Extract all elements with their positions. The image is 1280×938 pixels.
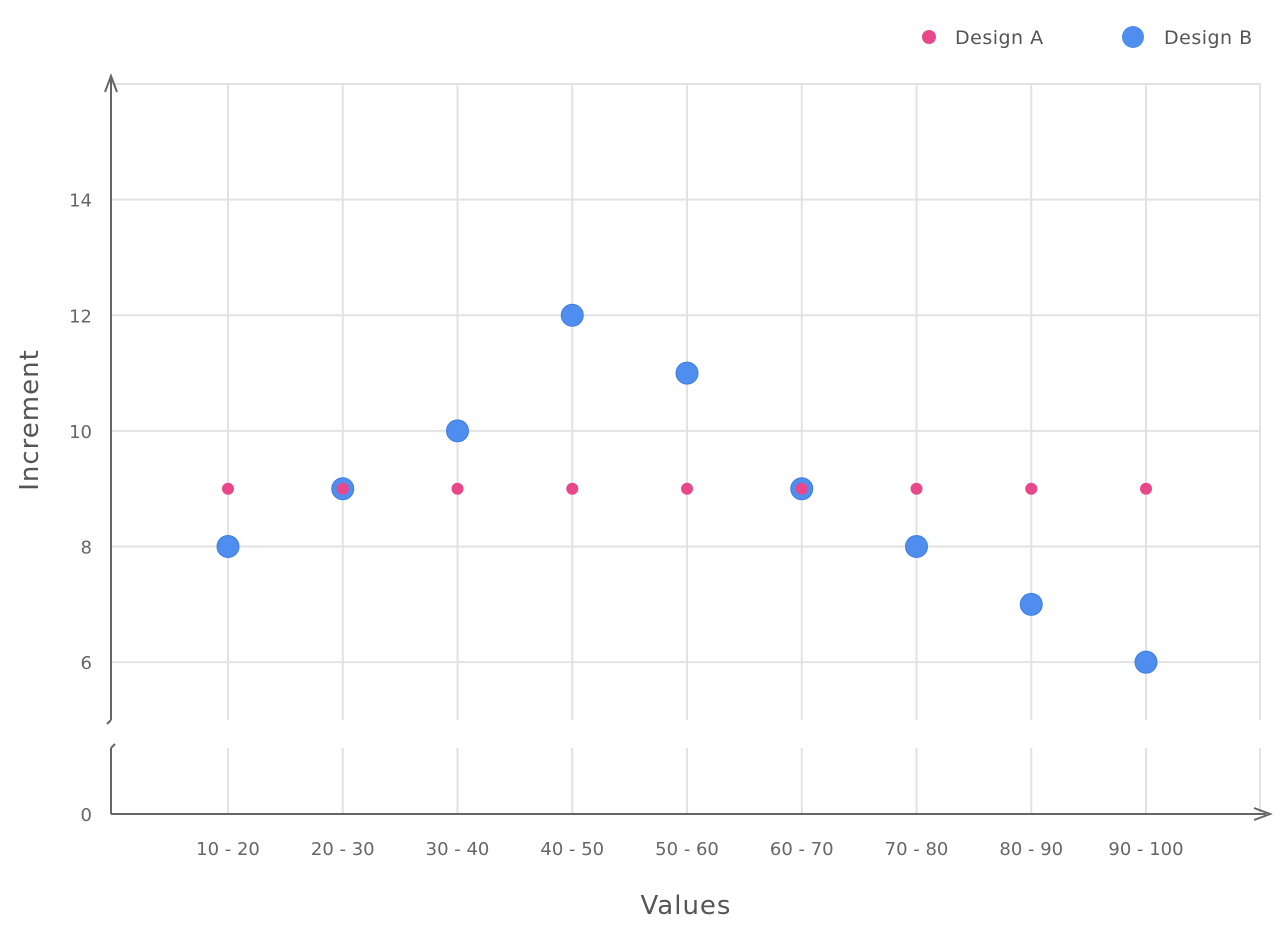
data-point <box>1140 482 1152 495</box>
data-point <box>1019 592 1043 616</box>
data-point <box>795 482 808 495</box>
data-point <box>566 482 579 495</box>
y-tick-label: 6 <box>81 653 92 674</box>
x-tick-label: 70 - 80 <box>885 839 949 860</box>
legend-label: Design A <box>955 27 1044 49</box>
legend-item: Design A <box>922 27 1044 49</box>
axes <box>104 73 1273 821</box>
y-tick-label: 10 <box>69 422 92 443</box>
data-point <box>222 482 234 495</box>
series-design-a <box>222 482 1152 495</box>
legend-item: Design B <box>1122 26 1253 49</box>
x-axis-arrow <box>1253 807 1273 821</box>
x-tick-label: 30 - 40 <box>426 839 490 860</box>
x-tick-label: 90 - 100 <box>1108 839 1183 860</box>
y-tick-label: 12 <box>69 306 92 327</box>
data-point <box>905 535 928 559</box>
y-axis-title: Increment <box>15 349 45 491</box>
y-tick-label: 8 <box>81 538 92 559</box>
legend-marker <box>1122 26 1144 48</box>
data-point <box>910 482 923 495</box>
y-axis-break-top <box>106 719 112 725</box>
series-design-b <box>216 303 1158 674</box>
x-tick-label: 60 - 70 <box>770 839 834 860</box>
tick-labels: 0 6 8 10 12 14 10 - 20 20 - 30 30 - 40 40 - 50 50 … <box>69 191 1184 860</box>
y-axis-break-bottom <box>110 743 116 749</box>
x-tick-label: 10 - 20 <box>196 839 260 860</box>
data-point <box>681 482 693 495</box>
data-point <box>560 303 584 327</box>
legend-label: Design B <box>1164 27 1253 49</box>
y-tick-label: 0 <box>81 805 92 826</box>
legend: Design A Design B <box>922 26 1253 49</box>
data-point <box>1134 650 1158 674</box>
x-tick-label: 20 - 30 <box>311 839 375 860</box>
data-point <box>675 361 699 385</box>
data-points <box>216 303 1158 674</box>
data-point <box>336 482 349 495</box>
x-tick-label: 50 - 60 <box>655 839 719 860</box>
data-point <box>216 535 240 559</box>
grid <box>111 83 1261 814</box>
x-tick-label: 40 - 50 <box>540 839 604 860</box>
y-axis-arrow <box>104 73 118 93</box>
x-axis-title: Values <box>641 891 732 921</box>
legend-marker <box>922 30 936 44</box>
y-tick-label: 14 <box>69 191 92 212</box>
data-point <box>1025 482 1038 495</box>
data-point <box>451 482 464 495</box>
x-tick-label: 80 - 90 <box>999 839 1063 860</box>
data-point <box>446 419 469 443</box>
